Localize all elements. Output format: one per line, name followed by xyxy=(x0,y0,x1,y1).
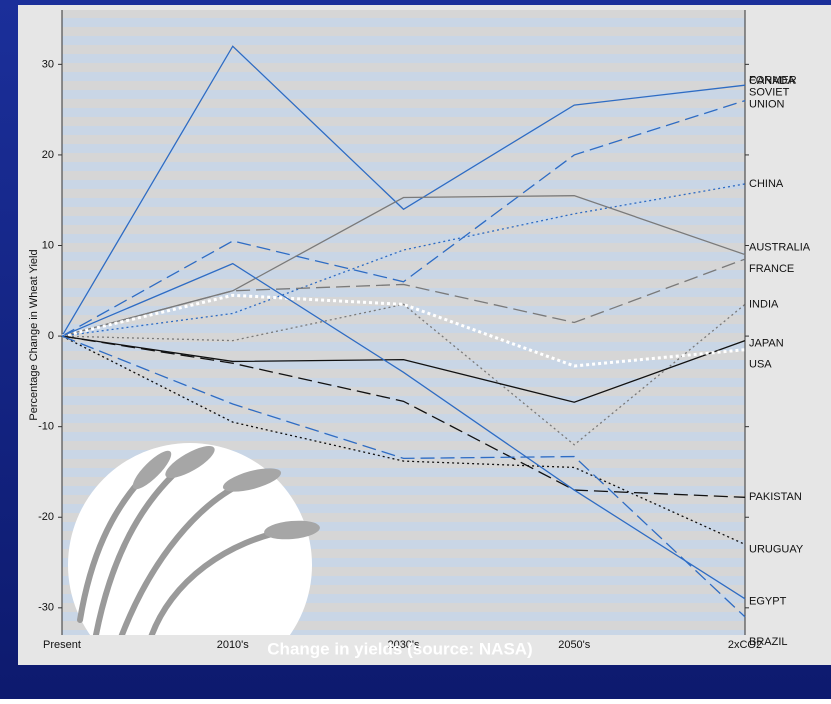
series-label: CANADA xyxy=(749,75,796,87)
series-line xyxy=(61,258,746,337)
x-tick-label: 2050's xyxy=(558,639,591,651)
x-tick-label: 2xCO2 xyxy=(728,639,762,651)
series-label: JAPAN xyxy=(749,338,784,350)
y-tick-label: -10 xyxy=(38,421,54,433)
series-label: URUGUAY xyxy=(749,543,804,555)
x-tick-label: Present xyxy=(43,639,81,651)
y-tick-label: 10 xyxy=(42,239,54,251)
series-line xyxy=(61,335,746,618)
series-label: AUSTRALIA xyxy=(749,241,811,253)
series-line xyxy=(61,195,746,337)
y-tick-label: 30 xyxy=(42,58,54,70)
caption: Change in yields (source: NASA) xyxy=(267,639,532,658)
series-line xyxy=(61,335,746,498)
x-tick-label: 2010's xyxy=(217,639,250,651)
y-tick-label: 20 xyxy=(42,149,54,161)
series-line xyxy=(61,335,746,403)
series-line xyxy=(61,99,746,337)
series-line xyxy=(61,335,746,546)
y-tick-label: 0 xyxy=(48,330,54,342)
y-axis-title: Percentage Change in Wheat Yield xyxy=(28,249,40,420)
series-label: EGYPT xyxy=(749,596,787,608)
y-tick-label: -20 xyxy=(38,511,54,523)
y-tick-label: -30 xyxy=(38,602,54,614)
series-label: INDIA xyxy=(749,298,779,310)
series-label: USA xyxy=(749,359,772,371)
series-label: CHINA xyxy=(749,178,784,190)
series-line xyxy=(61,303,746,446)
wheat-illustration xyxy=(68,443,320,635)
series-line xyxy=(61,45,746,337)
series-line xyxy=(61,262,746,600)
series-label: FRANCE xyxy=(749,263,794,275)
series-label: PAKISTAN xyxy=(749,491,802,503)
series-label: BRAZIL xyxy=(749,636,788,648)
series-line xyxy=(61,183,746,337)
x-tick-label: 2030's xyxy=(387,639,420,651)
series-label: FORMER SOVIET UNION xyxy=(749,74,797,110)
